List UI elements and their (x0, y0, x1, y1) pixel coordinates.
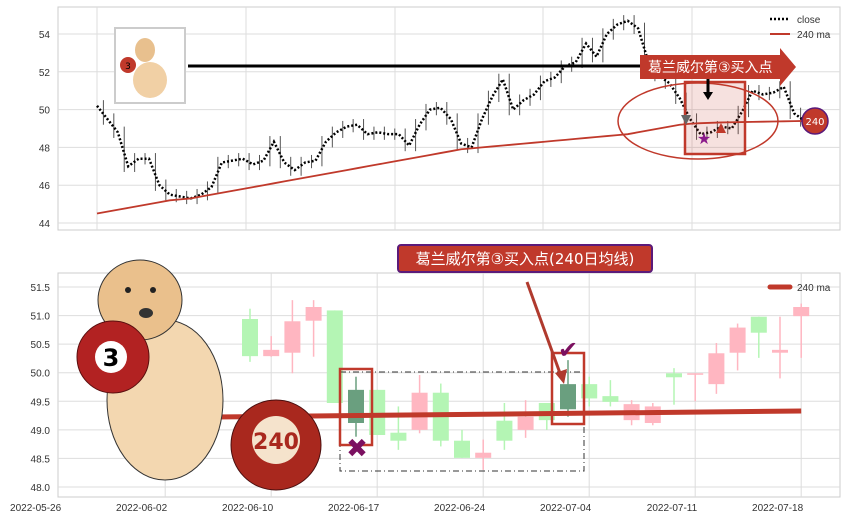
dog-inset-head (135, 38, 155, 62)
ball-240-label: 240 (253, 430, 299, 455)
highlight-box (683, 80, 747, 156)
legend-ma-label: 240 ma (797, 283, 831, 294)
bottom-x-tick: 2022-06-24 (434, 503, 486, 514)
highlight-box-2 (550, 351, 586, 426)
bottom-y-tick: 49.0 (31, 426, 51, 437)
ball-3-label: 3 (103, 344, 120, 372)
ma-240-line (96, 120, 815, 215)
bottom-y-tick: 49.5 (31, 397, 51, 408)
dog-eye (150, 287, 156, 293)
legend-close-label: close (797, 15, 821, 26)
bottom-y-tick: 50.5 (31, 340, 51, 351)
candle-body (496, 420, 513, 441)
bottom-x-tick: 2022-06-17 (328, 503, 380, 514)
dog-inset-ball (120, 57, 136, 73)
highlight-box-1 (338, 367, 374, 447)
arrow-head-icon (555, 369, 567, 384)
bottom-x-tick: 2022-07-11 (647, 503, 698, 514)
star-icon: ★ (697, 129, 711, 148)
ball-3-face (95, 341, 127, 373)
banner-label: 葛兰威尔第③买入点 (648, 59, 773, 76)
candle-body (475, 452, 492, 458)
ma-badge (801, 107, 829, 135)
top-y-tick: 54 (39, 30, 51, 41)
bottom-x-tick: 2022-07-04 (540, 503, 592, 514)
dog-inset-ball-label: 3 (125, 62, 131, 72)
dog-nose (139, 308, 153, 318)
top-y-tick: 50 (39, 106, 51, 117)
bottom-y-tick: 51.0 (31, 312, 51, 323)
candle-body (708, 353, 725, 385)
top-y-tick: 52 (39, 68, 51, 79)
bottom-x-tick: 2022-05-26 (10, 503, 62, 514)
candle-body (411, 392, 428, 430)
candle-body (602, 396, 619, 402)
dog-eye (125, 287, 131, 293)
annotation-label: 葛兰威尔第③买入点(240日均线) (416, 250, 635, 268)
candle-body (390, 432, 407, 441)
bottom-x-tick: 2022-06-02 (116, 503, 168, 514)
top-y-tick: 44 (39, 219, 51, 230)
candle-body (750, 316, 767, 333)
bottom-x-tick: 2022-07-18 (752, 503, 804, 514)
candle-body (517, 416, 534, 430)
candle-body (793, 306, 810, 317)
candle-body (284, 321, 301, 353)
annotation-label-box (397, 244, 653, 273)
candle-body (560, 384, 576, 410)
close-line (96, 19, 816, 200)
candle-body (454, 440, 470, 458)
check-icon: ✔ (558, 336, 578, 364)
candle-body (263, 349, 280, 357)
range-box (339, 371, 585, 472)
bottom-y-tick: 48.0 (31, 483, 51, 494)
pointer-arrow (525, 281, 563, 377)
candle-body (305, 306, 322, 321)
arrow-head-icon (703, 92, 713, 100)
candle-body (666, 373, 682, 378)
buy-triangle-icon (716, 123, 726, 133)
banner-arrow (640, 48, 796, 86)
ball-240-face (252, 416, 300, 464)
bottom-y-tick: 48.5 (31, 454, 51, 465)
bottom-x-tick: 2022-06-10 (222, 503, 274, 514)
top-y-tick: 48 (39, 143, 51, 154)
cross-icon: ✖ (346, 434, 368, 464)
candle-body (772, 349, 788, 353)
bottom-y-tick: 51.5 (31, 283, 51, 294)
candle-body (687, 373, 704, 375)
candle-body (242, 318, 258, 357)
candle-body (729, 327, 746, 353)
bottom-y-tick: 50.0 (31, 369, 51, 380)
top-y-tick: 46 (39, 181, 51, 192)
ma-badge-label: 240 (805, 117, 824, 128)
sell-triangle-icon (681, 115, 691, 125)
legend-ma-label: 240 ma (797, 30, 831, 41)
dog-inset-body (133, 62, 167, 98)
